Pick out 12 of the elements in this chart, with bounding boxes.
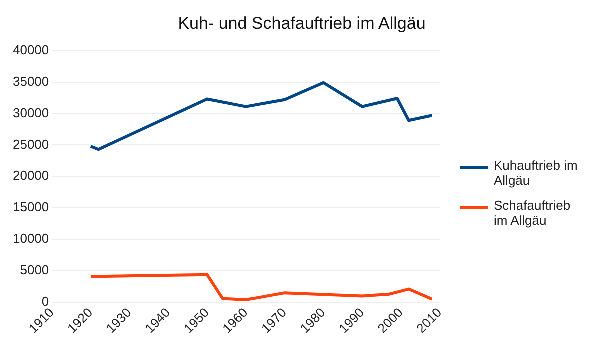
y-tick-label: 20000 <box>12 168 50 184</box>
legend-label: Kuhauftrieb im Allgäu <box>494 158 579 188</box>
y-tick-label: 25000 <box>12 136 50 152</box>
y-tick-label: 5000 <box>20 262 50 278</box>
y-tick-label: 15000 <box>12 200 50 215</box>
chart-title: Kuh- und Schafauftrieb im Allgäu <box>177 14 427 34</box>
y-tick-label: 30000 <box>12 105 50 120</box>
y-tick-label: 10000 <box>12 231 50 246</box>
y-tick-label: 35000 <box>12 74 50 89</box>
y-tick-label: 0 <box>42 294 50 310</box>
legend-label: Schafauftrieb im Allgäu <box>494 198 572 228</box>
y-tick-label: 40000 <box>12 42 50 58</box>
